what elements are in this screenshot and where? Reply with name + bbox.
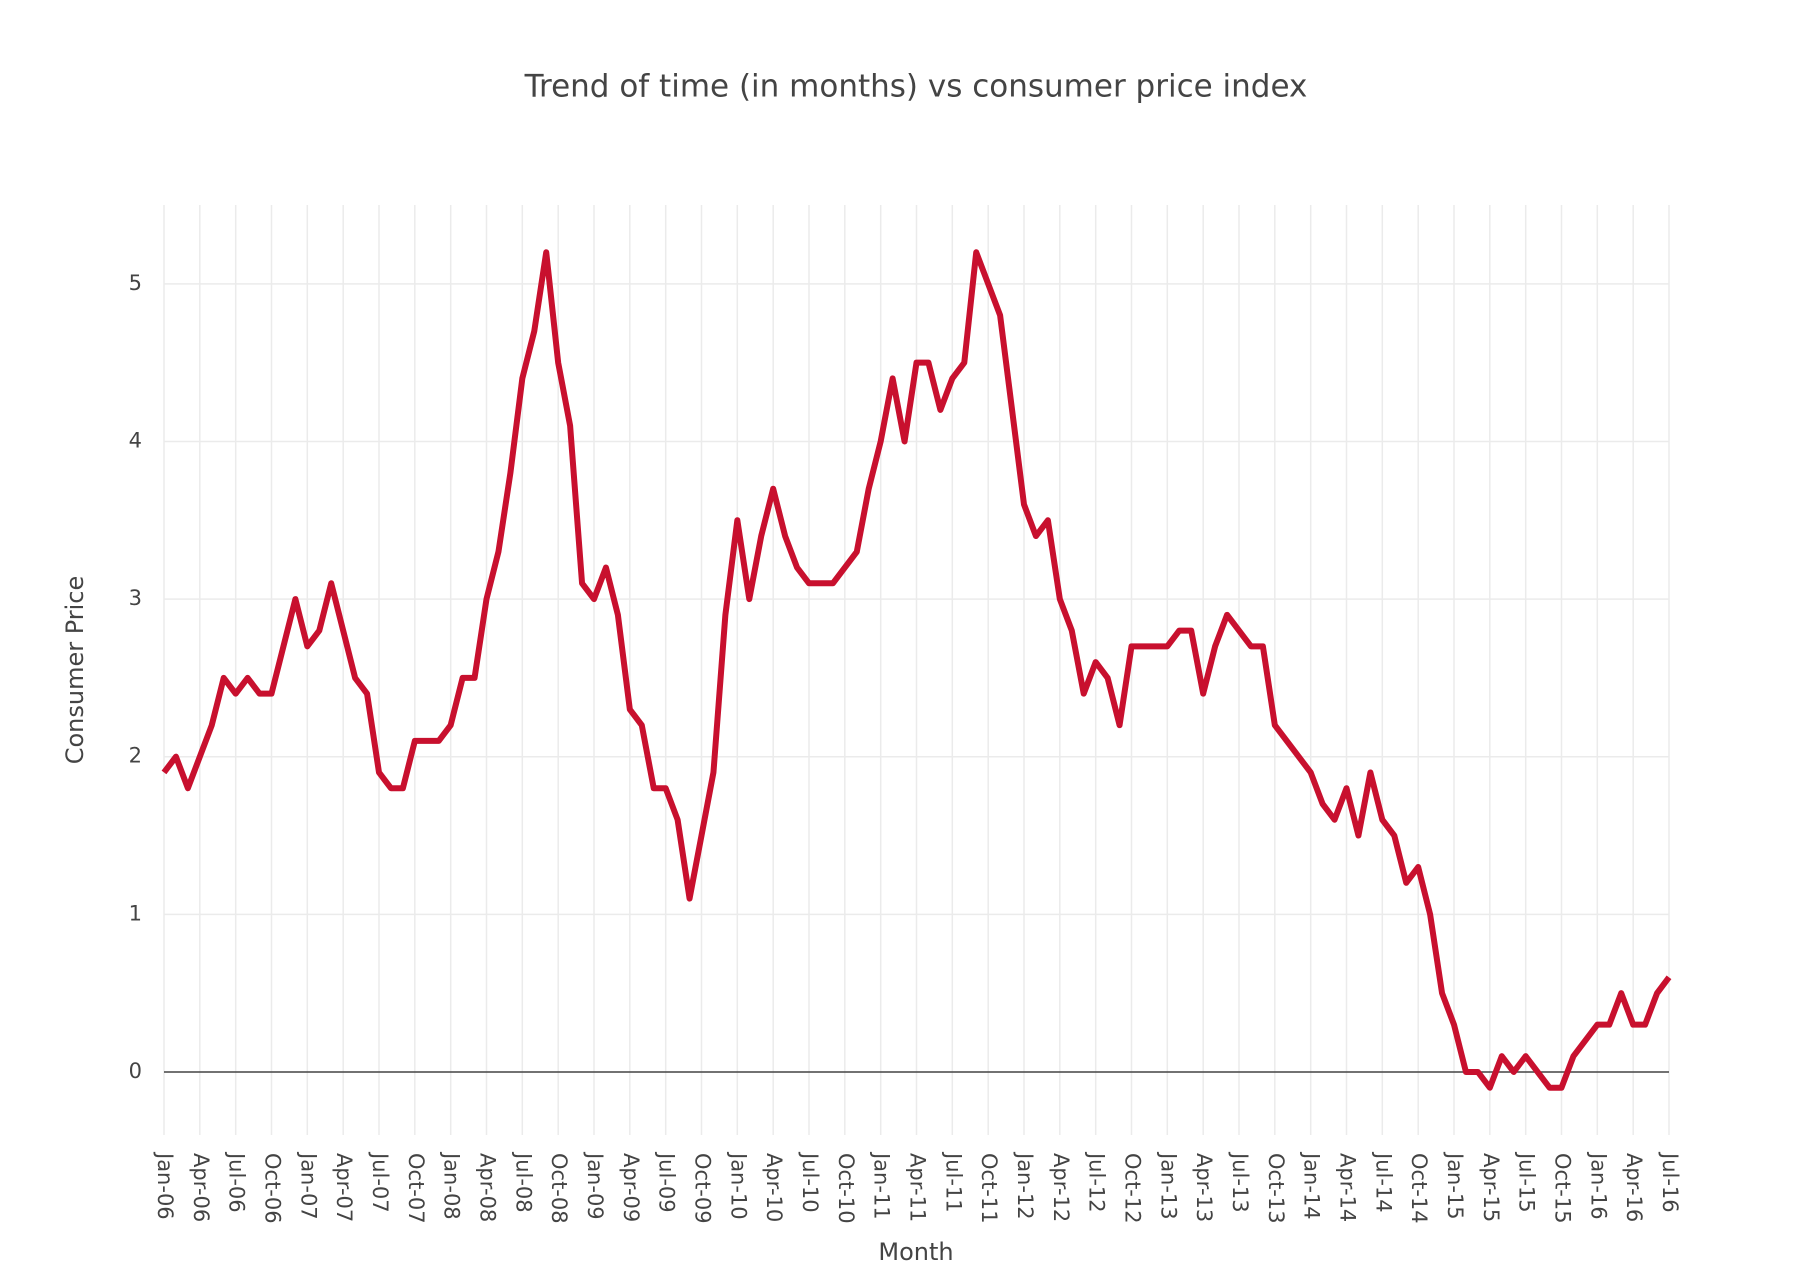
x-tick-label: Oct-13 [1264, 1153, 1288, 1224]
x-tick-label: Jan-11 [870, 1151, 894, 1220]
x-tick-label: Oct-09 [691, 1153, 715, 1224]
x-tick-label: Jul-08 [511, 1151, 535, 1213]
x-tick-label: Apr-06 [189, 1153, 213, 1222]
x-tick-label: Jul-11 [941, 1151, 965, 1213]
x-tick-label: Jan-08 [440, 1151, 464, 1220]
y-tick-label: 2 [129, 744, 142, 768]
y-tick-label: 4 [129, 428, 142, 452]
x-tick-label: Apr-14 [1336, 1153, 1360, 1222]
x-tick-label: Oct-07 [404, 1153, 428, 1224]
x-tick-label: Apr-12 [1049, 1153, 1073, 1222]
x-tick-label: Jul-10 [798, 1151, 822, 1213]
y-tick-label: 3 [129, 586, 142, 610]
x-tick-label: Apr-13 [1192, 1153, 1216, 1222]
x-tick-label: Oct-15 [1551, 1153, 1575, 1224]
x-tick-label: Jan-09 [583, 1151, 607, 1220]
x-tick-label: Apr-07 [332, 1153, 356, 1222]
x-tick-label: Jan-16 [1586, 1151, 1610, 1220]
y-tick-label: 1 [129, 901, 142, 925]
chart-title: Trend of time (in months) vs consumer pr… [524, 69, 1308, 105]
x-tick-label: Jan-06 [153, 1151, 177, 1220]
x-tick-label: Jan-13 [1156, 1151, 1180, 1220]
mark-layer [161, 249, 1672, 1091]
x-tick-label: Jan-10 [726, 1151, 750, 1220]
x-tick-label: Apr-16 [1622, 1153, 1646, 1222]
x-tick-label: Jul-12 [1085, 1151, 1109, 1213]
x-tick-label: Apr-09 [619, 1153, 643, 1222]
y-tick-label: 5 [129, 271, 142, 295]
x-tick-label: Apr-11 [906, 1153, 930, 1222]
x-tick-label: Oct-14 [1407, 1153, 1431, 1224]
x-axis-title: Month [878, 1238, 953, 1266]
x-tick-label: Jan-12 [1013, 1151, 1037, 1220]
x-tick-label: Jul-06 [225, 1151, 249, 1213]
x-tick-label: Oct-10 [834, 1153, 858, 1224]
x-tick-label: Jan-07 [296, 1151, 320, 1220]
x-tick-label: Jul-15 [1515, 1151, 1539, 1213]
x-tick-label: Jan-15 [1443, 1151, 1467, 1220]
data-line [161, 249, 1672, 1091]
x-tick-label: Oct-11 [977, 1153, 1001, 1224]
x-tick-label: Jul-09 [655, 1151, 679, 1213]
x-tick-label: Apr-10 [762, 1153, 786, 1222]
x-tick-label: Jul-16 [1658, 1151, 1682, 1213]
x-tick-label: Oct-06 [261, 1153, 285, 1224]
y-axis-title: Consumer Price [61, 576, 89, 765]
x-tick-label: Jul-14 [1371, 1151, 1395, 1213]
x-tick-label: Oct-08 [547, 1153, 571, 1224]
grid-layer: 0 1 2 3 4 5 Jan-06 Apr-06 Jul-06 Oct-06 Jan-07 Apr-… [129, 205, 1682, 1224]
x-tick-label: Oct-12 [1121, 1153, 1145, 1224]
x-tick-label: Jul-13 [1228, 1151, 1252, 1213]
y-tick-label: 0 [129, 1059, 142, 1083]
x-tick-label: Apr-08 [476, 1153, 500, 1222]
x-tick-label: Jul-07 [368, 1151, 392, 1213]
x-tick-label: Jan-14 [1300, 1151, 1324, 1220]
x-tick-label: Apr-15 [1479, 1153, 1503, 1222]
